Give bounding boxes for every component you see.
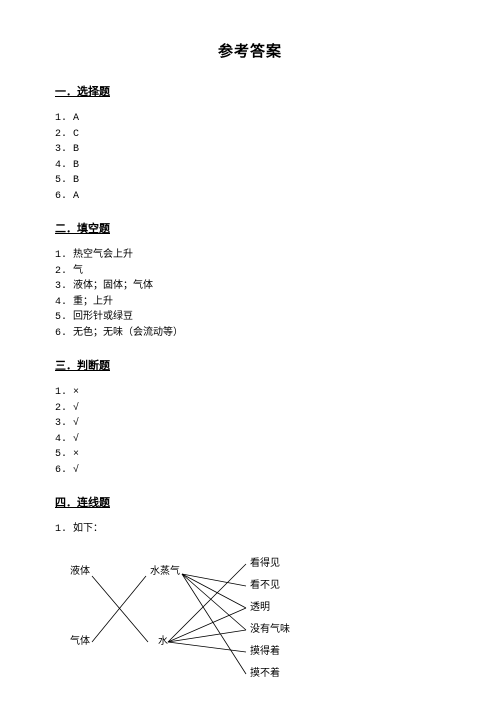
section-heading-judge: 三．判断题 bbox=[55, 357, 445, 373]
diagram-edge bbox=[168, 630, 246, 642]
matching-svg: 液体气体 水蒸气水 看得见看不见透明没有气味摸得着摸不着 bbox=[50, 554, 310, 689]
matching-diagram: 液体气体 水蒸气水 看得见看不见透明没有气味摸得着摸不着 bbox=[50, 554, 445, 694]
answer-item: 2. 气 bbox=[55, 264, 445, 280]
judge-answers: 1. × 2. √ 3. √ 4. √ 5. × 6. √ bbox=[55, 385, 445, 478]
diagram-right-node: 看不见 bbox=[250, 578, 280, 591]
answer-item: 1. 热空气会上升 bbox=[55, 248, 445, 264]
match-intro-block: 1. 如下： bbox=[55, 522, 445, 538]
answer-item: 6. 无色；无味（会流动等） bbox=[55, 326, 445, 342]
answer-item: 5. B bbox=[55, 173, 445, 189]
diagram-right-node: 没有气味 bbox=[250, 622, 290, 635]
answer-item: 5. × bbox=[55, 447, 445, 463]
diagram-right-node: 摸不着 bbox=[250, 666, 280, 679]
answer-item: 2. C bbox=[55, 127, 445, 143]
page-title: 参考答案 bbox=[55, 40, 445, 61]
answer-item: 6. A bbox=[55, 189, 445, 205]
answer-item: 4. B bbox=[55, 158, 445, 174]
match-intro: 1. 如下： bbox=[55, 522, 445, 538]
diagram-right-node: 看得见 bbox=[250, 556, 280, 569]
choice-answers: 1. A 2. C 3. B 4. B 5. B 6. A bbox=[55, 111, 445, 204]
diagram-mid-node: 水蒸气 bbox=[150, 564, 180, 577]
answer-item: 3. √ bbox=[55, 416, 445, 432]
section-heading-choice: 一．选择题 bbox=[55, 83, 445, 99]
answer-item: 6. √ bbox=[55, 463, 445, 479]
fill-answers: 1. 热空气会上升 2. 气 3. 液体；固体；气体 4. 重；上升 5. 回形… bbox=[55, 248, 445, 341]
diagram-edge bbox=[168, 642, 246, 652]
answer-item: 5. 回形针或绿豆 bbox=[55, 310, 445, 326]
page-container: 参考答案 一．选择题 1. A 2. C 3. B 4. B 5. B 6. A… bbox=[0, 0, 500, 724]
answer-item: 3. B bbox=[55, 142, 445, 158]
diagram-left-node: 气体 bbox=[70, 634, 90, 647]
diagram-edge bbox=[182, 574, 246, 674]
answer-item: 1. × bbox=[55, 385, 445, 401]
diagram-edge bbox=[182, 574, 246, 608]
diagram-right-node: 透明 bbox=[250, 601, 270, 613]
section-heading-match: 四．连线题 bbox=[55, 494, 445, 510]
answer-item: 3. 液体；固体；气体 bbox=[55, 279, 445, 295]
section-heading-fill: 二．填空题 bbox=[55, 220, 445, 236]
diagram-left-node: 液体 bbox=[70, 564, 90, 577]
answer-item: 4. √ bbox=[55, 432, 445, 448]
diagram-mid-node: 水 bbox=[158, 635, 168, 647]
diagram-right-node: 摸得着 bbox=[250, 644, 280, 657]
diagram-edge bbox=[182, 574, 246, 586]
answer-item: 1. A bbox=[55, 111, 445, 127]
answer-item: 2. √ bbox=[55, 401, 445, 417]
answer-item: 4. 重；上升 bbox=[55, 295, 445, 311]
